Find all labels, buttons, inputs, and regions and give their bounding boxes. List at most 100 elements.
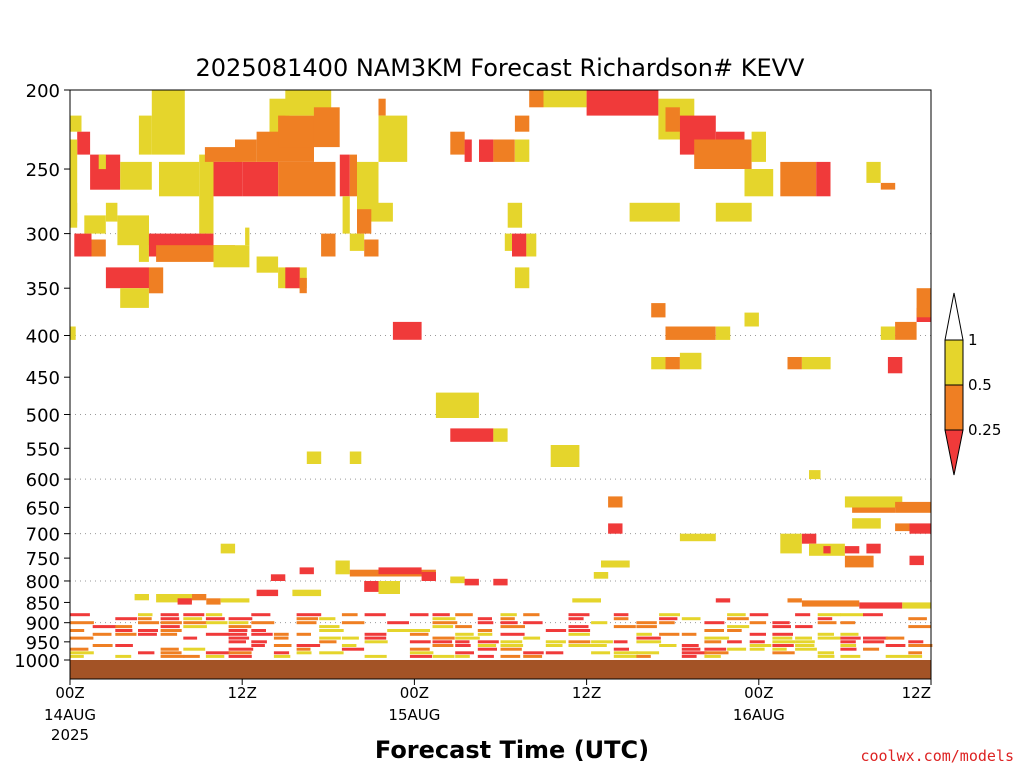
plot-area: [70, 90, 933, 679]
ri-band-segment: [92, 632, 112, 636]
ri-band-segment: [228, 654, 252, 658]
ri-band-segment: [591, 621, 608, 625]
ri-cell: [507, 202, 523, 228]
ri-band-segment: [885, 644, 906, 647]
ri-cell: [679, 352, 702, 370]
ri-band-segment: [477, 640, 499, 644]
ri-cell: [866, 161, 881, 183]
ri-band-segment: [138, 617, 152, 621]
ri-band-segment: [296, 651, 312, 655]
ri-band-segment: [138, 621, 160, 625]
ri-cell: [450, 131, 465, 155]
ri-band-segment: [681, 647, 701, 651]
ri-band-segment: [432, 644, 454, 647]
ri-band-segment: [251, 640, 267, 644]
ri-cell: [256, 256, 279, 273]
ri-band-segment: [115, 617, 138, 621]
ri-band-segment: [364, 640, 388, 644]
ri-band-segment: [160, 647, 179, 651]
ri-band-segment: [432, 621, 458, 625]
axes: 200 250 300 350 400 450 500 550 600 650 700 7508008…: [14, 81, 932, 744]
colorbar-level-label: 0.25: [968, 421, 1001, 439]
ri-cell: [866, 543, 881, 554]
ri-band-segment: [636, 636, 661, 640]
ri-band-segment: [138, 632, 157, 636]
ri-band-segment: [840, 632, 859, 636]
ri-band-segment: [500, 613, 517, 617]
ri-cell: [504, 233, 512, 251]
ri-band-segment: [319, 651, 344, 655]
ri-band-segment: [500, 644, 524, 647]
ri-band-segment: [205, 617, 225, 621]
ri-cell: [780, 533, 802, 554]
ri-cell: [242, 161, 279, 197]
y-tick-label: 850: [26, 593, 60, 614]
ri-band-segment: [772, 625, 791, 629]
ri-band-segment: [160, 654, 185, 658]
ri-cell: [270, 574, 286, 581]
ri-band-segment: [205, 651, 231, 655]
colorbar: 1 0.5 0.25: [944, 292, 1001, 476]
ri-band-segment: [455, 636, 480, 640]
ri-band-segment: [659, 621, 675, 625]
ri-cell: [514, 115, 530, 132]
ri-cell: [880, 326, 896, 340]
ri-cell: [895, 523, 910, 532]
ri-cell: [744, 312, 759, 327]
ri-band-segment: [273, 632, 289, 636]
ri-cell: [392, 321, 422, 340]
colorbar-cap-high: [944, 292, 964, 341]
ri-band-segment: [115, 644, 133, 647]
ri-band-segment: [364, 636, 387, 640]
ri-band-segment: [885, 654, 910, 658]
x-tick-label: 12Z: [228, 684, 257, 702]
ri-cell: [909, 523, 931, 534]
ri-band-segment: [817, 651, 834, 655]
ri-band-segment: [908, 617, 927, 621]
ri-band-segment: [704, 654, 721, 658]
ri-band-segment: [319, 640, 337, 644]
ri-band-segment: [545, 640, 566, 644]
ri-band-segment: [523, 613, 540, 617]
ri-band-segment: [205, 632, 230, 636]
ri-band-segment: [749, 632, 766, 636]
ri-cell: [844, 546, 860, 554]
x-tick-year: 2025: [51, 726, 89, 744]
ri-cell: [593, 572, 609, 579]
ri-cell: [156, 594, 192, 603]
ri-cell: [852, 518, 881, 529]
ri-band-segment: [523, 636, 541, 640]
ri-cell: [213, 245, 250, 268]
ri-cell: [651, 357, 666, 370]
ri-cell: [220, 543, 236, 554]
ri-band-segment: [772, 621, 790, 625]
ri-cell: [629, 202, 680, 222]
ri-band-segment: [160, 625, 180, 629]
ri-cell: [151, 90, 185, 155]
ri-band-segment: [613, 617, 629, 621]
ri-cell: [801, 357, 831, 370]
ri-cell: [435, 392, 479, 418]
ri-band-segment: [500, 625, 525, 629]
ri-band-segment: [138, 629, 158, 632]
ri-cell: [694, 139, 752, 169]
ri-band-segment: [704, 651, 729, 655]
ri-band-segment: [183, 613, 205, 617]
ri-cell: [98, 154, 106, 170]
ri-band-segment: [681, 654, 697, 658]
ri-band-segment: [432, 636, 455, 640]
ri-band-segment: [840, 654, 861, 658]
ri-band-segment: [115, 632, 137, 636]
ri-cell: [421, 572, 436, 581]
ri-band-segment: [205, 613, 223, 617]
y-tick-label: 1000: [14, 651, 60, 672]
y-tick-label: 300: [26, 225, 60, 246]
ri-cell: [306, 451, 322, 464]
ri-band-segment: [659, 617, 678, 621]
y-tick-label: 650: [26, 498, 60, 519]
ri-band-segment: [704, 647, 727, 651]
ri-band-segment: [636, 625, 657, 629]
ri-band-segment: [727, 625, 750, 629]
ri-cell: [529, 90, 544, 108]
ri-cell: [787, 598, 802, 603]
